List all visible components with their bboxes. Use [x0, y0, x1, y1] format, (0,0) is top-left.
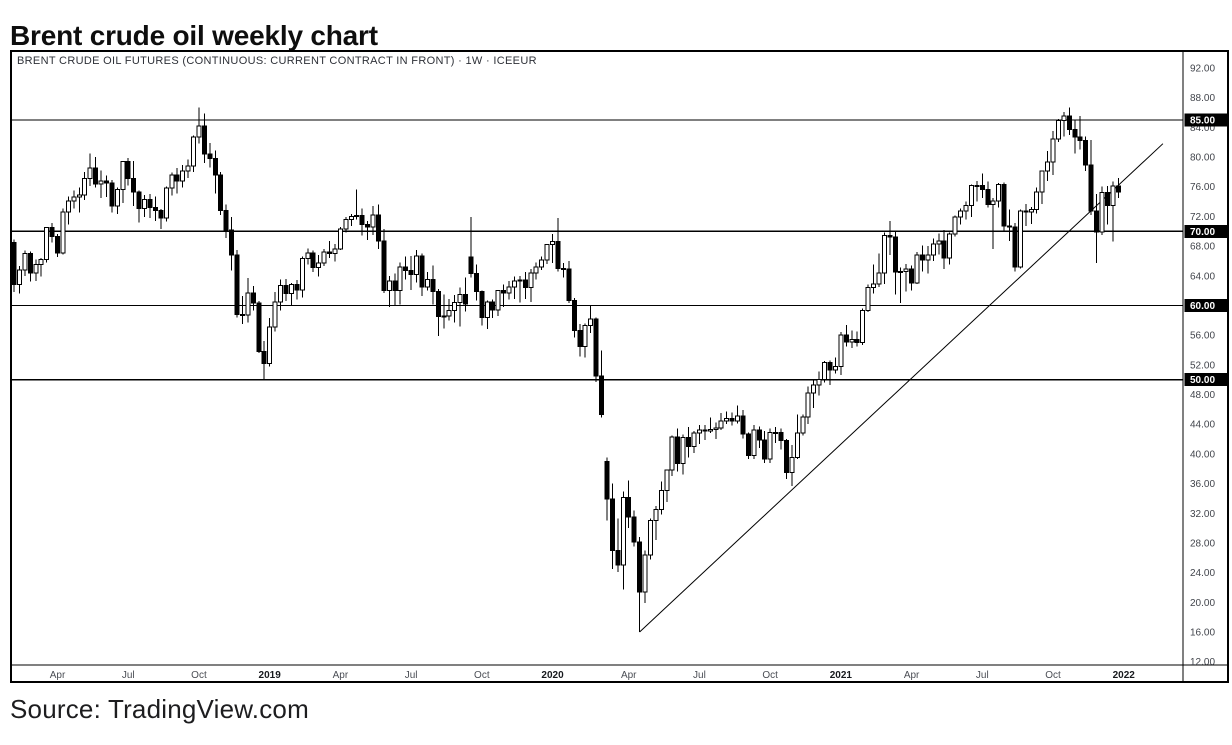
svg-text:60.00: 60.00 — [1190, 301, 1215, 312]
svg-text:70.00: 70.00 — [1190, 227, 1215, 238]
page-title: Brent crude oil weekly chart — [10, 19, 378, 51]
svg-text:Jul: Jul — [976, 670, 989, 681]
svg-text:2022: 2022 — [1113, 670, 1136, 681]
svg-text:50.00: 50.00 — [1190, 375, 1215, 386]
svg-text:2020: 2020 — [541, 670, 564, 681]
svg-text:85.00: 85.00 — [1190, 115, 1215, 126]
svg-text:Jul: Jul — [405, 670, 418, 681]
svg-text:2019: 2019 — [259, 670, 282, 681]
svg-text:20.00: 20.00 — [1190, 598, 1215, 609]
svg-text:68.00: 68.00 — [1190, 242, 1215, 253]
source-caption: Source: TradingView.com — [10, 694, 309, 724]
svg-text:Oct: Oct — [762, 670, 778, 681]
svg-text:32.00: 32.00 — [1190, 509, 1215, 520]
svg-text:24.00: 24.00 — [1190, 568, 1215, 579]
svg-text:28.00: 28.00 — [1190, 538, 1215, 549]
symbol-header: BRENT CRUDE OIL FUTURES (CONTINUOUS: CUR… — [17, 55, 537, 67]
svg-text:88.00: 88.00 — [1190, 93, 1215, 104]
svg-text:Apr: Apr — [50, 670, 66, 681]
svg-text:Jul: Jul — [693, 670, 706, 681]
svg-text:92.00: 92.00 — [1190, 64, 1215, 75]
svg-text:64.00: 64.00 — [1190, 271, 1215, 282]
svg-text:76.00: 76.00 — [1190, 182, 1215, 193]
svg-text:2021: 2021 — [830, 670, 853, 681]
svg-text:48.00: 48.00 — [1190, 390, 1215, 401]
svg-text:Apr: Apr — [904, 670, 920, 681]
svg-text:Oct: Oct — [1045, 670, 1061, 681]
svg-text:Apr: Apr — [333, 670, 349, 681]
svg-text:16.00: 16.00 — [1190, 627, 1215, 638]
svg-text:84.00: 84.00 — [1190, 123, 1215, 134]
svg-text:Apr: Apr — [621, 670, 637, 681]
svg-text:Jul: Jul — [122, 670, 135, 681]
svg-text:36.00: 36.00 — [1190, 479, 1215, 490]
svg-text:40.00: 40.00 — [1190, 449, 1215, 460]
svg-text:Oct: Oct — [191, 670, 207, 681]
svg-text:12.00: 12.00 — [1190, 657, 1215, 668]
chart-figure: BRENT CRUDE OIL FUTURES (CONTINUOUS: CUR… — [10, 50, 1229, 683]
svg-text:44.00: 44.00 — [1190, 420, 1215, 431]
svg-text:80.00: 80.00 — [1190, 153, 1215, 164]
svg-text:72.00: 72.00 — [1190, 212, 1215, 223]
svg-text:Oct: Oct — [474, 670, 490, 681]
svg-text:56.00: 56.00 — [1190, 331, 1215, 342]
svg-text:52.00: 52.00 — [1190, 360, 1215, 371]
